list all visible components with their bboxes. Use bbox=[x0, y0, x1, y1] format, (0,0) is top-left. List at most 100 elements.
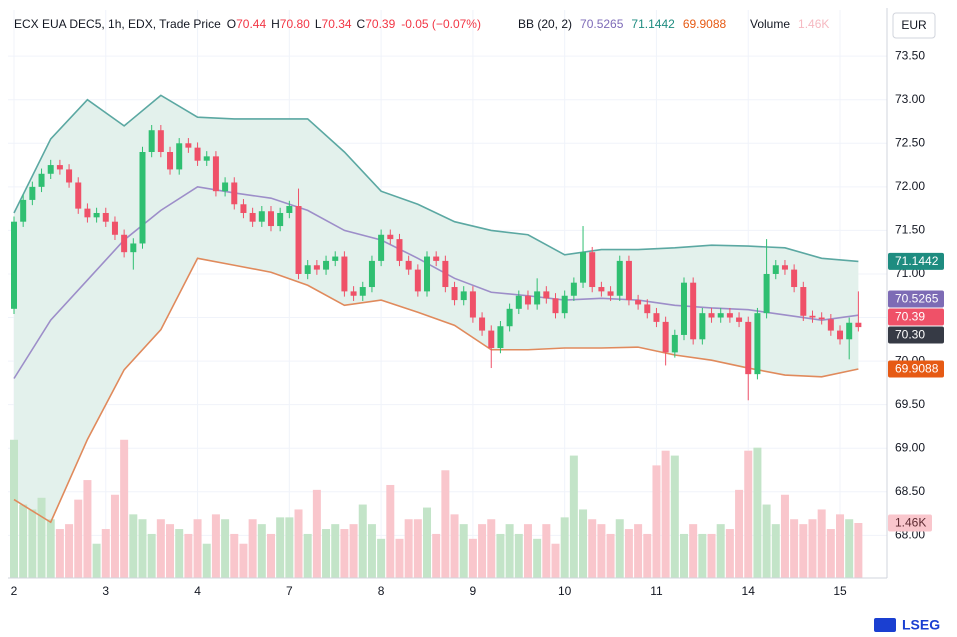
volume-bar bbox=[560, 517, 569, 578]
volume-bar bbox=[514, 533, 523, 578]
candle-body bbox=[827, 319, 834, 331]
candle-body bbox=[754, 313, 761, 375]
bb-line bbox=[13, 257, 859, 524]
x-tick-label: 14 bbox=[742, 584, 756, 598]
volume-bar bbox=[46, 519, 55, 578]
candle-body bbox=[194, 147, 201, 161]
candle-body bbox=[726, 313, 733, 318]
bb-name: BB (20, 2) bbox=[518, 17, 572, 31]
volume-bar bbox=[441, 470, 450, 578]
brand-name: LSEG bbox=[902, 617, 940, 633]
volume-bar bbox=[276, 517, 285, 578]
volume-bar bbox=[569, 455, 578, 578]
volume-bar bbox=[10, 439, 18, 578]
price-badge-label: 69.9088 bbox=[895, 362, 939, 376]
price-badge bbox=[888, 308, 944, 326]
brand-logo: LSEG bbox=[874, 617, 940, 633]
candle-body bbox=[837, 330, 844, 340]
x-tick-label: 15 bbox=[833, 584, 847, 598]
x-tick-label: 11 bbox=[650, 584, 663, 598]
volume-bar bbox=[266, 533, 275, 578]
candle-body bbox=[497, 326, 504, 349]
candle-body bbox=[570, 282, 577, 296]
candle-body bbox=[515, 295, 522, 309]
candle-body bbox=[671, 334, 678, 353]
candle-body bbox=[442, 260, 449, 288]
bb-line bbox=[13, 94, 859, 263]
y-tick-label: 72.50 bbox=[895, 135, 925, 149]
candle-body bbox=[249, 212, 256, 222]
candle-body bbox=[304, 265, 311, 274]
volume-bar bbox=[597, 524, 606, 578]
candle-body bbox=[396, 239, 403, 261]
volume-bar bbox=[377, 538, 386, 578]
change-value: -0.05 (−0.07%) bbox=[401, 17, 481, 31]
close-key: C bbox=[357, 17, 366, 31]
candle-body bbox=[148, 130, 155, 152]
volume-bar bbox=[634, 524, 643, 578]
currency-box[interactable] bbox=[892, 12, 936, 39]
candle-body bbox=[589, 252, 596, 288]
candle-body bbox=[84, 208, 91, 218]
candle-body bbox=[625, 260, 632, 301]
volume-bar bbox=[138, 519, 147, 578]
volume-bar bbox=[294, 509, 303, 578]
bb-middle: 70.5265 bbox=[580, 17, 624, 31]
candle-body bbox=[267, 211, 274, 227]
volume-bar bbox=[725, 529, 734, 578]
volume-bar bbox=[615, 519, 624, 578]
candle-body bbox=[763, 273, 770, 314]
candle-body bbox=[277, 212, 284, 227]
volume-bar bbox=[670, 455, 679, 578]
volume-bar bbox=[643, 533, 652, 578]
volume-bar bbox=[413, 519, 422, 578]
volume-bar bbox=[817, 509, 826, 578]
volume-bar bbox=[404, 519, 413, 578]
candle-body bbox=[451, 287, 458, 301]
candle-body bbox=[295, 206, 302, 274]
volume-bar bbox=[312, 489, 321, 578]
volume-bar bbox=[349, 524, 358, 578]
volume-bar bbox=[257, 524, 266, 578]
volume-bar bbox=[367, 524, 376, 578]
volume-bar bbox=[716, 524, 725, 578]
candle-body bbox=[47, 165, 54, 174]
candle-body bbox=[680, 282, 687, 335]
candle-body bbox=[479, 317, 486, 331]
candle-body bbox=[736, 317, 743, 322]
plot-layer bbox=[8, 10, 887, 578]
volume-bar bbox=[395, 538, 404, 578]
volume-bar bbox=[193, 519, 202, 578]
volume-bar bbox=[37, 497, 46, 578]
candle-body bbox=[350, 291, 357, 296]
candle-body bbox=[414, 269, 421, 292]
candle-body bbox=[212, 156, 219, 192]
candle-body bbox=[552, 298, 559, 314]
candle-body bbox=[29, 186, 36, 200]
open-value: 70.44 bbox=[236, 17, 266, 31]
candle-body bbox=[809, 315, 816, 318]
volume-value: 1.46K bbox=[798, 17, 829, 31]
candle-body bbox=[258, 211, 265, 222]
candle-body bbox=[157, 130, 164, 152]
volume-bar bbox=[707, 533, 716, 578]
volume-bar bbox=[358, 504, 367, 578]
candle-body bbox=[855, 322, 862, 328]
candle-body bbox=[38, 173, 45, 187]
y-tick-label: 73.00 bbox=[895, 92, 925, 106]
volume-bar bbox=[652, 465, 661, 578]
volume-bar bbox=[28, 509, 37, 578]
candle-body bbox=[185, 143, 192, 148]
candle-body bbox=[699, 313, 706, 340]
candle-body bbox=[20, 199, 27, 222]
low-value: 70.34 bbox=[322, 17, 352, 31]
candle-body bbox=[653, 313, 660, 322]
volume-bar bbox=[386, 484, 395, 578]
price-badge bbox=[888, 360, 944, 378]
volume-bar bbox=[551, 543, 560, 578]
volume-bar bbox=[468, 538, 477, 578]
volume-bar bbox=[624, 529, 633, 578]
volume-bar bbox=[175, 529, 184, 578]
volume-bar bbox=[432, 533, 441, 578]
